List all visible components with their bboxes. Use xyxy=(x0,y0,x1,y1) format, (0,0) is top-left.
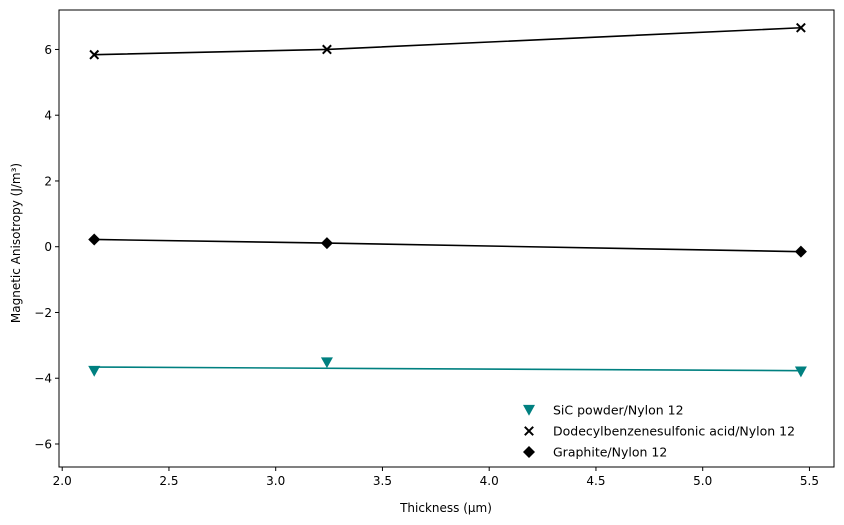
x-tick-label: 4.0 xyxy=(480,474,499,488)
legend-marker-2 xyxy=(524,426,534,436)
legend-marker-3 xyxy=(523,446,535,458)
x-tick-label: 2.0 xyxy=(53,474,72,488)
legend-label-3: Graphite/Nylon 12 xyxy=(553,445,667,460)
series-1-point-1 xyxy=(88,365,101,377)
series-3-point-1 xyxy=(88,233,101,246)
legend-item-2: Dodecylbenzenesulfonic acid/Nylon 12 xyxy=(524,424,795,439)
y-tick-label: −4 xyxy=(34,372,52,386)
series-3 xyxy=(88,233,807,258)
x-tick-label: 4.5 xyxy=(586,474,605,488)
series-2-point-2 xyxy=(322,44,332,55)
y-tick-label: 4 xyxy=(44,109,52,123)
series-2-point-1 xyxy=(89,49,100,60)
plot-frame xyxy=(58,9,835,468)
plot-area xyxy=(88,22,807,378)
x-tick-label: 5.5 xyxy=(800,474,819,488)
series-1-fit-line xyxy=(94,366,801,372)
y-tick-label: 0 xyxy=(44,240,52,254)
legend-marker-1 xyxy=(523,404,535,416)
x-tick-label: 3.5 xyxy=(373,474,392,488)
y-tick-label: −2 xyxy=(34,306,52,320)
legend-label-2: Dodecylbenzenesulfonic acid/Nylon 12 xyxy=(553,424,795,439)
legend-item-3: Graphite/Nylon 12 xyxy=(523,445,667,460)
series-3-point-3 xyxy=(794,245,807,258)
series-1 xyxy=(88,357,807,378)
axes: 2.0 2.5 3.0 3.5 4.0 4.5 5.0 5.5 −6 −4 −2 0 2 4 6 xyxy=(34,9,835,488)
y-tick-label: 2 xyxy=(44,174,52,188)
series-2-point-3 xyxy=(796,22,806,33)
x-tick-label: 3.0 xyxy=(266,474,285,488)
legend-label-1: SiC powder/Nylon 12 xyxy=(553,403,684,418)
x-tick-label: 5.0 xyxy=(693,474,712,488)
legend: SiC powder/Nylon 12 Dodecylbenzenesulfoni… xyxy=(523,403,795,460)
y-tick-label: 6 xyxy=(44,43,52,57)
legend-item-1: SiC powder/Nylon 12 xyxy=(523,403,684,418)
y-tick-label: −6 xyxy=(34,437,52,451)
series-3-point-2 xyxy=(320,237,333,250)
y-axis-label: Magnetic Anisotropy (J/m³) xyxy=(9,163,23,323)
series-1-point-2 xyxy=(320,357,333,369)
x-tick-label: 2.5 xyxy=(159,474,178,488)
series-1-point-3 xyxy=(794,366,807,378)
x-axis-label: Thickness (μm) xyxy=(399,501,492,515)
series-2 xyxy=(89,22,806,60)
